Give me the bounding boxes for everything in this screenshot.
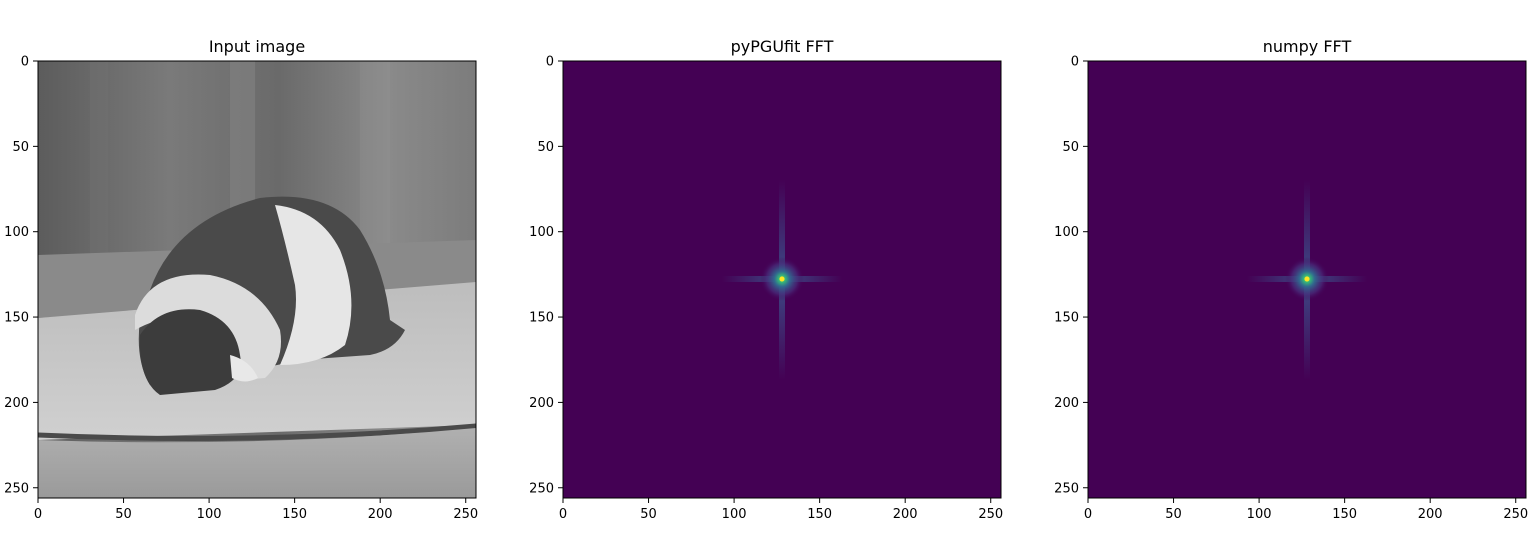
y-tick-label: 0 xyxy=(1071,55,1079,70)
y-axis: 0 50 100 150 200 250 xyxy=(1054,55,1088,496)
y-tick-label: 200 xyxy=(1054,396,1079,411)
x-tick-label: 0 xyxy=(1084,507,1092,522)
x-tick-label: 50 xyxy=(115,507,132,522)
x-axis: 0 50 100 150 200 250 xyxy=(1084,498,1528,522)
x-tick-label: 100 xyxy=(1247,507,1272,522)
fft-peak xyxy=(1247,180,1367,380)
x-axis: 0 50 100 150 200 250 xyxy=(34,498,478,522)
x-tick-label: 150 xyxy=(1332,507,1357,522)
x-tick-label: 150 xyxy=(807,507,832,522)
x-tick-label: 250 xyxy=(978,507,1003,522)
x-tick-label: 0 xyxy=(559,507,567,522)
y-axis: 0 50 100 150 200 250 xyxy=(529,55,563,496)
axes-frame xyxy=(562,60,1002,499)
y-tick-label: 50 xyxy=(537,140,554,155)
x-tick-label: 200 xyxy=(1418,507,1443,522)
x-tick-label: 50 xyxy=(1165,507,1182,522)
y-tick-label: 0 xyxy=(546,55,554,70)
y-tick-label: 200 xyxy=(529,396,554,411)
fft-peak xyxy=(722,180,842,380)
y-tick-label: 150 xyxy=(529,311,554,326)
y-tick-label: 250 xyxy=(1054,481,1079,496)
panel-title: numpy FFT xyxy=(1263,37,1352,56)
axes-frame xyxy=(1087,60,1527,499)
y-tick-label: 100 xyxy=(1054,225,1079,240)
input-image-panel: Input image 0 50 100 150 200 250 0 50 100 150 200… xyxy=(4,37,478,522)
panel-title: Input image xyxy=(209,37,305,56)
x-tick-label: 100 xyxy=(197,507,222,522)
x-tick-label: 100 xyxy=(722,507,747,522)
axes-frame xyxy=(37,60,477,499)
x-tick-label: 0 xyxy=(34,507,42,522)
y-axis: 0 50 100 150 200 250 xyxy=(4,55,38,496)
pypgufit-fft-panel: pyPGUfit FFT 0 50 100 150 200 250 0 50 100 150 20… xyxy=(529,37,1003,522)
y-tick-label: 100 xyxy=(529,225,554,240)
y-tick-label: 0 xyxy=(21,55,29,70)
y-tick-label: 150 xyxy=(4,311,29,326)
numpy-fft-panel: numpy FFT 0 50 100 150 200 250 0 50 100 150 200 25… xyxy=(1054,37,1528,522)
y-tick-label: 250 xyxy=(529,481,554,496)
x-tick-label: 250 xyxy=(1503,507,1528,522)
y-tick-label: 200 xyxy=(4,396,29,411)
x-tick-label: 200 xyxy=(893,507,918,522)
x-tick-label: 150 xyxy=(282,507,307,522)
panel-title: pyPGUfit FFT xyxy=(731,37,834,56)
input-image xyxy=(38,61,476,498)
y-tick-label: 50 xyxy=(1062,140,1079,155)
y-tick-label: 150 xyxy=(1054,311,1079,326)
x-tick-label: 200 xyxy=(368,507,393,522)
x-tick-label: 250 xyxy=(453,507,478,522)
x-axis: 0 50 100 150 200 250 xyxy=(559,498,1003,522)
y-tick-label: 50 xyxy=(12,140,29,155)
x-tick-label: 50 xyxy=(640,507,657,522)
y-tick-label: 100 xyxy=(4,225,29,240)
y-tick-label: 250 xyxy=(4,481,29,496)
